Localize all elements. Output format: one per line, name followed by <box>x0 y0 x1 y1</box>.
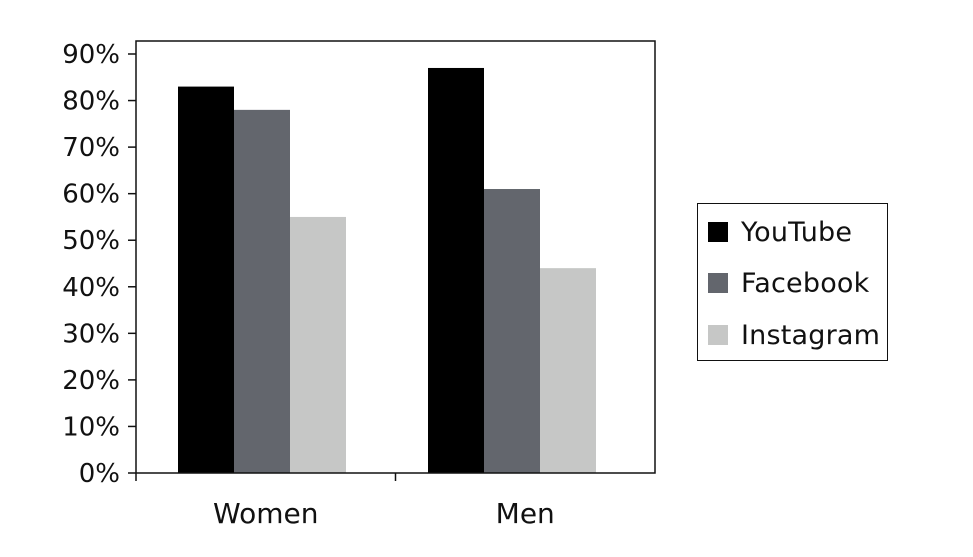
y-tick-label: 80% <box>62 87 120 117</box>
legend-swatch-instagram <box>708 325 728 345</box>
bar-youtube-men <box>428 67 484 473</box>
y-axis: 0% 10% 20% 30% 40% 50% 60% 70% 80% 90% <box>62 40 136 489</box>
legend-item-instagram: Instagram <box>708 319 881 351</box>
legend-label: YouTube <box>741 216 853 248</box>
y-tick-label: 50% <box>62 226 120 256</box>
y-tick-label: 20% <box>62 366 120 396</box>
legend-label: Facebook <box>741 267 870 299</box>
y-tick-label: 70% <box>62 133 120 163</box>
legend-label: Instagram <box>741 319 881 351</box>
x-axis: Women Men <box>135 473 555 530</box>
legend-swatch-facebook <box>708 273 728 293</box>
bar-instagram-men <box>540 268 596 473</box>
x-category-label: Women <box>213 497 318 530</box>
y-tick-label: 10% <box>62 412 120 442</box>
y-tick-label: 0% <box>79 459 120 489</box>
y-tick-label: 60% <box>62 180 120 210</box>
x-category-label: Men <box>496 497 555 530</box>
bar-facebook-women <box>234 109 290 473</box>
legend: YouTube Facebook Instagram <box>697 203 888 361</box>
bar-youtube-women <box>178 86 234 473</box>
bar-instagram-women <box>290 216 346 473</box>
bar-facebook-men <box>484 189 540 473</box>
y-tick-label: 90% <box>62 40 120 70</box>
y-tick-label: 40% <box>62 273 120 303</box>
legend-item-youtube: YouTube <box>708 216 853 248</box>
y-tick-label: 30% <box>62 319 120 349</box>
legend-item-facebook: Facebook <box>708 267 870 299</box>
legend-swatch-youtube <box>708 222 728 242</box>
bars-group <box>178 67 596 473</box>
